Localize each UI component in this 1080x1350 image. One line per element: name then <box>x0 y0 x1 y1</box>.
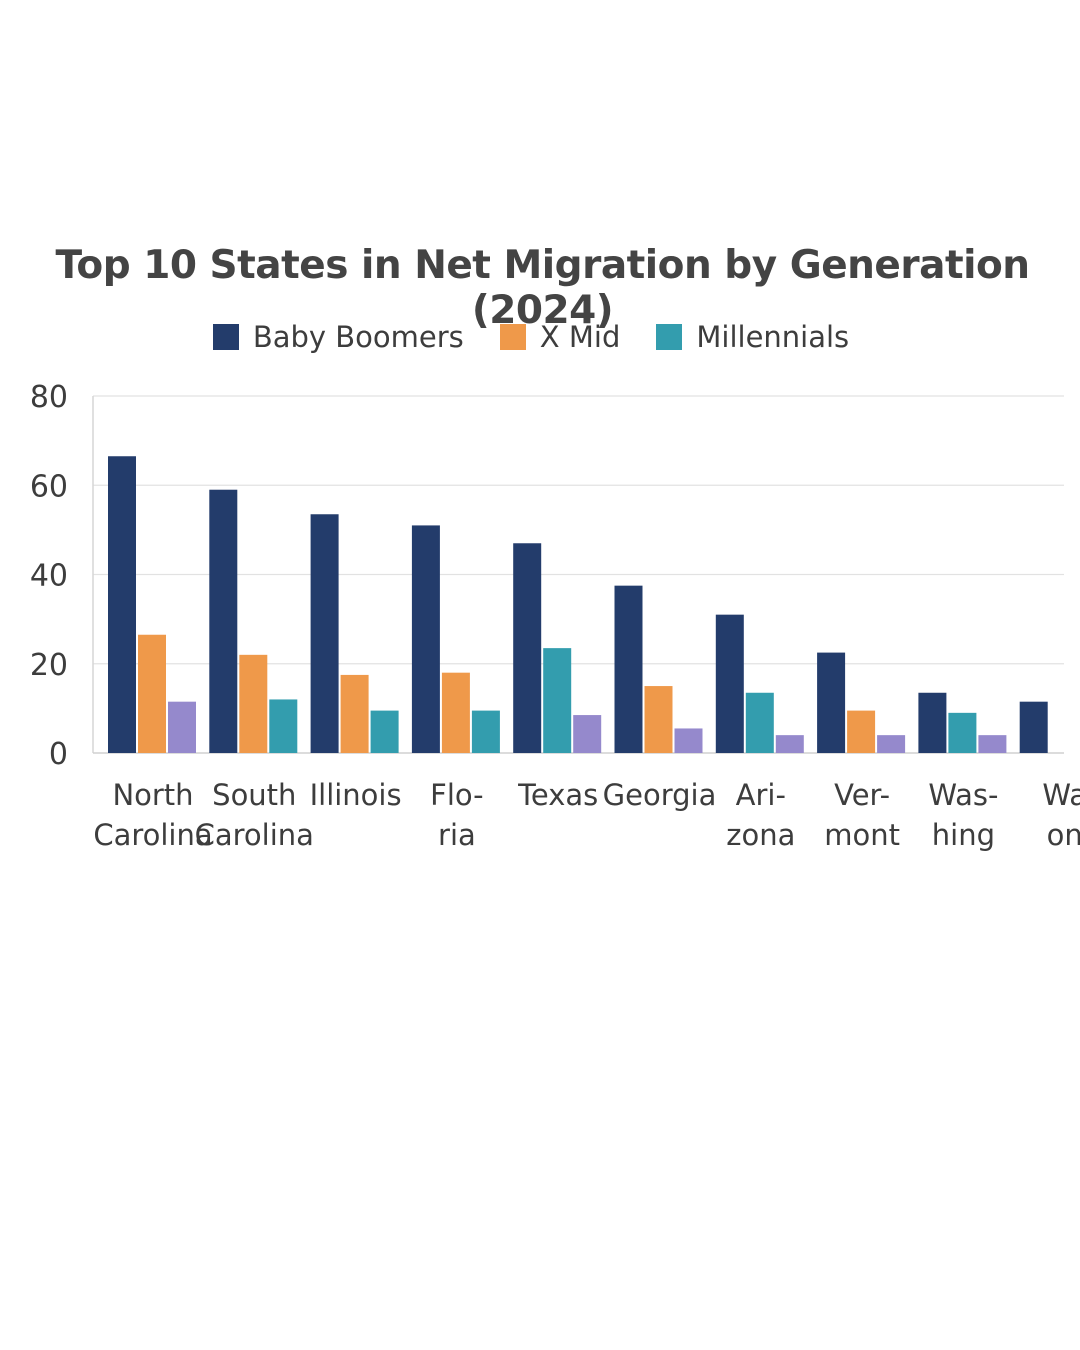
bar <box>239 654 268 753</box>
bar <box>370 710 399 753</box>
legend-swatch-x-mid <box>499 324 526 350</box>
legend-label-baby-boomers: Baby Boomers <box>252 320 464 354</box>
bar <box>614 585 643 753</box>
x-tick-label: Texas <box>517 778 598 812</box>
legend-item-baby-boomers: Baby Boomers <box>212 320 464 354</box>
legend-swatch-baby-boomers <box>212 324 239 350</box>
x-tick-label: Was-hing <box>928 778 998 852</box>
bar <box>573 715 602 753</box>
x-tick-label: Georgia <box>603 778 717 812</box>
x-tick-label: Illinois <box>310 778 402 812</box>
bar <box>441 672 470 753</box>
bar <box>1019 701 1048 753</box>
x-tick-label: Wa on <box>1042 778 1080 852</box>
x-tick-label: Ver-mont <box>824 778 900 852</box>
bar <box>715 614 744 753</box>
bar <box>918 692 947 753</box>
legend-item-millennials: Millennials <box>656 320 849 354</box>
bar <box>209 489 238 753</box>
y-tick-label: 20 <box>30 648 68 683</box>
y-tick-label: 60 <box>30 469 68 504</box>
bar <box>168 701 196 753</box>
y-tick-label: 80 <box>30 380 68 415</box>
bar <box>310 514 339 753</box>
chart-legend: Baby Boomers X Mid Millennials <box>0 320 1062 354</box>
bar <box>513 543 542 753</box>
x-tick-label: Flo-ria <box>430 778 483 852</box>
legend-label-millennials: Millennials <box>696 320 850 354</box>
x-tick-label: North Carolina <box>93 778 212 852</box>
bar <box>877 735 906 753</box>
y-tick-label: 0 <box>49 737 68 772</box>
chart-title: Top 10 States in Net Migration by Genera… <box>55 243 1030 333</box>
bar <box>471 710 500 753</box>
bar <box>269 699 298 753</box>
bar <box>340 674 369 753</box>
bar <box>745 692 774 753</box>
bar <box>978 735 1007 753</box>
bar <box>948 712 977 753</box>
bar <box>674 728 703 753</box>
bar <box>775 735 804 753</box>
y-tick-label: 40 <box>30 559 68 594</box>
legend-item-x-mid: X Mid <box>499 320 621 354</box>
bar <box>847 710 876 753</box>
bar <box>108 456 136 753</box>
bar <box>411 525 440 753</box>
bar <box>644 686 673 753</box>
legend-swatch-millennials <box>656 324 683 350</box>
x-tick-label: South Carolina <box>195 778 314 852</box>
bar <box>543 648 572 753</box>
legend-label-x-mid: X Mid <box>539 320 621 354</box>
x-tick-label: Ari-zona <box>726 778 795 852</box>
bar <box>138 634 166 753</box>
bar <box>817 652 846 753</box>
